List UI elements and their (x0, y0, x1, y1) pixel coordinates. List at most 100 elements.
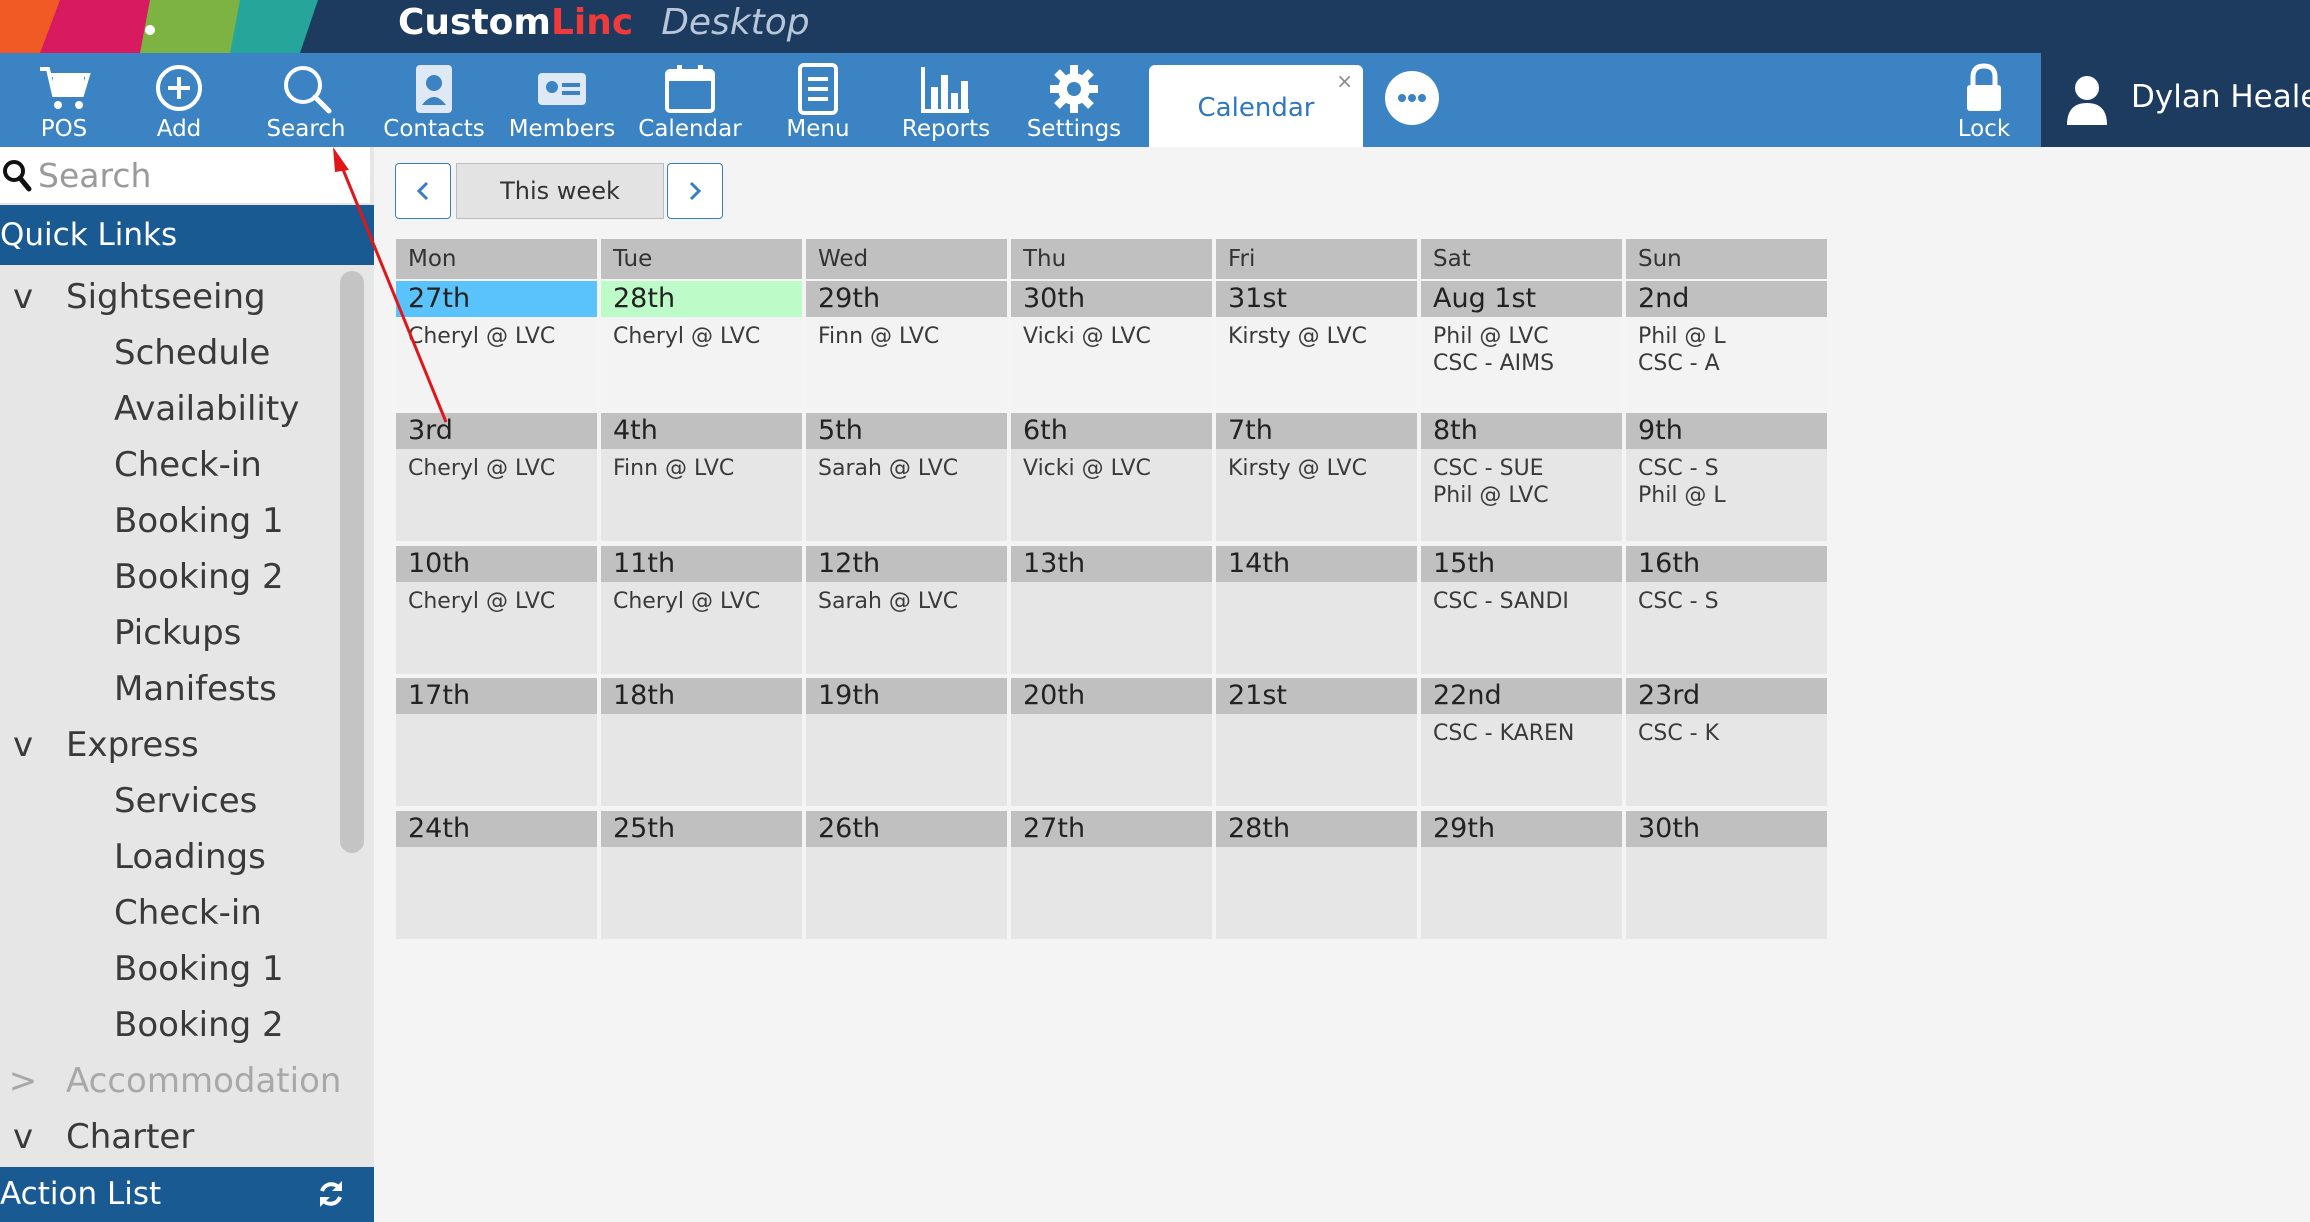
calendar-day-cell[interactable]: 15th CSC - SANDI (1421, 546, 1622, 674)
sidebar-group[interactable]: v Charter (0, 1109, 374, 1165)
calendar-day-cell[interactable]: 12th Sarah @ LVC (806, 546, 1007, 674)
calendar-event[interactable]: CSC - K (1638, 721, 1720, 746)
calendar-event[interactable]: Cheryl @ LVC (408, 456, 556, 481)
calendar-day-cell[interactable]: 26th (806, 811, 1007, 939)
members-button[interactable]: Members (498, 53, 626, 147)
refresh-icon[interactable] (316, 1179, 346, 1209)
calendar-event[interactable]: Phil @ LVC (1433, 483, 1549, 508)
calendar-day-cell[interactable]: 6th Vicki @ LVC (1011, 413, 1212, 541)
more-options-button[interactable] (1385, 71, 1439, 125)
calendar-event[interactable]: Vicki @ LVC (1023, 324, 1151, 349)
calendar-day-cell[interactable]: 2nd Phil @ L CSC - A (1626, 281, 1827, 409)
sidebar-item[interactable]: Services (0, 773, 374, 829)
calendar-day-cell[interactable]: 11th Cheryl @ LVC (601, 546, 802, 674)
prev-week-button[interactable] (395, 163, 451, 219)
sidebar-item[interactable]: Manifests (0, 661, 374, 717)
calendar-day-cell[interactable]: 27th Cheryl @ LVC (396, 281, 597, 409)
search-input[interactable] (36, 151, 360, 199)
sidebar-group[interactable]: > Accommodation (0, 1053, 374, 1109)
calendar-event[interactable]: Cheryl @ LVC (613, 589, 761, 614)
calendar-event[interactable]: Phil @ L (1638, 324, 1726, 349)
sidebar-item[interactable]: Booking 1 (0, 493, 374, 549)
chevron-down-icon[interactable]: v (12, 1117, 34, 1157)
calendar-day-cell[interactable]: 3rd Cheryl @ LVC (396, 413, 597, 541)
calendar-event[interactable]: Cheryl @ LVC (408, 324, 556, 349)
calendar-day-cell[interactable]: 8th CSC - SUE Phil @ LVC (1421, 413, 1622, 541)
chevron-right-icon[interactable]: > (8, 1061, 38, 1101)
sidebar-item[interactable]: Booking 1 (0, 941, 374, 997)
lock-button[interactable]: Lock (1920, 53, 2048, 147)
calendar-day-cell[interactable]: 10th Cheryl @ LVC (396, 546, 597, 674)
calendar-event[interactable]: Kirsty @ LVC (1228, 324, 1367, 349)
calendar-event[interactable]: Sarah @ LVC (818, 589, 959, 614)
sidebar-item[interactable]: Booking 2 (0, 997, 374, 1053)
calendar-day-cell[interactable]: 13th (1011, 546, 1212, 674)
calendar-day-cell[interactable]: 28th (1216, 811, 1417, 939)
calendar-day-cell[interactable]: 14th (1216, 546, 1417, 674)
calendar-event[interactable]: CSC - S (1638, 456, 1719, 481)
sidebar-item[interactable]: Booking 2 (0, 549, 374, 605)
calendar-day-cell[interactable]: 22nd CSC - KAREN (1421, 678, 1622, 806)
calendar-day-cell[interactable]: 17th (396, 678, 597, 806)
calendar-event[interactable]: Vicki @ LVC (1023, 456, 1151, 481)
calendar-day-cell[interactable]: 5th Sarah @ LVC (806, 413, 1007, 541)
calendar-event[interactable]: CSC - SANDI (1433, 589, 1569, 614)
calendar-event[interactable]: Finn @ LVC (613, 456, 735, 481)
calendar-day-cell[interactable]: 23rd CSC - K (1626, 678, 1827, 806)
calendar-day-cell[interactable]: Aug 1st Phil @ LVC CSC - AIMS (1421, 281, 1622, 409)
calendar-day-cell[interactable]: 24th (396, 811, 597, 939)
calendar-day-cell[interactable]: 29th Finn @ LVC (806, 281, 1007, 409)
calendar-day-cell[interactable]: 28th Cheryl @ LVC (601, 281, 802, 409)
calendar-day-cell[interactable]: 30th Vicki @ LVC (1011, 281, 1212, 409)
contacts-button[interactable]: Contacts (370, 53, 498, 147)
calendar-day-cell[interactable]: 20th (1011, 678, 1212, 806)
sidebar-item[interactable]: Schedule (0, 325, 374, 381)
calendar-event[interactable]: CSC - KAREN (1433, 721, 1575, 746)
sidebar-item[interactable]: Pickups (0, 605, 374, 661)
calendar-day-cell[interactable]: 9th CSC - S Phil @ L (1626, 413, 1827, 541)
calendar-event[interactable]: Sarah @ LVC (818, 456, 959, 481)
calendar-event[interactable]: CSC - A (1638, 351, 1720, 376)
sidebar-item[interactable]: Availability (0, 381, 374, 437)
calendar-day-cell[interactable]: 4th Finn @ LVC (601, 413, 802, 541)
reports-button[interactable]: Reports (882, 53, 1010, 147)
calendar-day-cell[interactable]: 25th (601, 811, 802, 939)
calendar-event[interactable]: CSC - S (1638, 589, 1719, 614)
calendar-event[interactable]: Cheryl @ LVC (408, 589, 556, 614)
calendar-event[interactable]: Cheryl @ LVC (613, 324, 761, 349)
menu-button[interactable]: Menu (754, 53, 882, 147)
calendar-day-cell[interactable]: 29th (1421, 811, 1622, 939)
sidebar-scrollbar[interactable] (340, 271, 364, 853)
calendar-event[interactable]: Phil @ LVC (1433, 324, 1549, 349)
calendar-day-cell[interactable]: 18th (601, 678, 802, 806)
sidebar-item[interactable]: Check-in (0, 885, 374, 941)
chevron-down-icon[interactable]: v (12, 725, 34, 765)
sidebar-item[interactable]: Loadings (0, 829, 374, 885)
calendar-day-cell[interactable]: 19th (806, 678, 1007, 806)
calendar-event[interactable]: CSC - AIMS (1433, 351, 1555, 376)
settings-button[interactable]: Settings (1010, 53, 1138, 147)
calendar-day-cell[interactable]: 30th (1626, 811, 1827, 939)
calendar-day-cell[interactable]: 7th Kirsty @ LVC (1216, 413, 1417, 541)
calendar-event[interactable]: Kirsty @ LVC (1228, 456, 1367, 481)
sidebar-item[interactable]: Check-in (0, 437, 374, 493)
calendar-event[interactable]: Phil @ L (1638, 483, 1726, 508)
search-button[interactable]: Search (242, 53, 370, 147)
next-week-button[interactable] (667, 163, 723, 219)
calendar-day-cell[interactable]: 27th (1011, 811, 1212, 939)
calendar-event[interactable]: CSC - SUE (1433, 456, 1544, 481)
this-week-button[interactable]: This week (456, 163, 664, 219)
calendar-event[interactable]: Finn @ LVC (818, 324, 940, 349)
calendar-button[interactable]: Calendar (626, 53, 754, 147)
tab-calendar[interactable]: Calendar × (1149, 65, 1363, 147)
pos-button[interactable]: POS (0, 53, 128, 147)
add-button[interactable]: Add (115, 53, 243, 147)
calendar-day-cell[interactable]: 31st Kirsty @ LVC (1216, 281, 1417, 409)
user-menu[interactable]: Dylan Heale (2041, 53, 2310, 147)
calendar-day-cell[interactable]: 16th CSC - S (1626, 546, 1827, 674)
sidebar-group[interactable]: v Sightseeing (0, 269, 374, 325)
sidebar-group[interactable]: v Express (0, 717, 374, 773)
calendar-day-cell[interactable]: 21st (1216, 678, 1417, 806)
chevron-down-icon[interactable]: v (12, 277, 34, 317)
tab-close-icon[interactable]: × (1336, 69, 1353, 93)
